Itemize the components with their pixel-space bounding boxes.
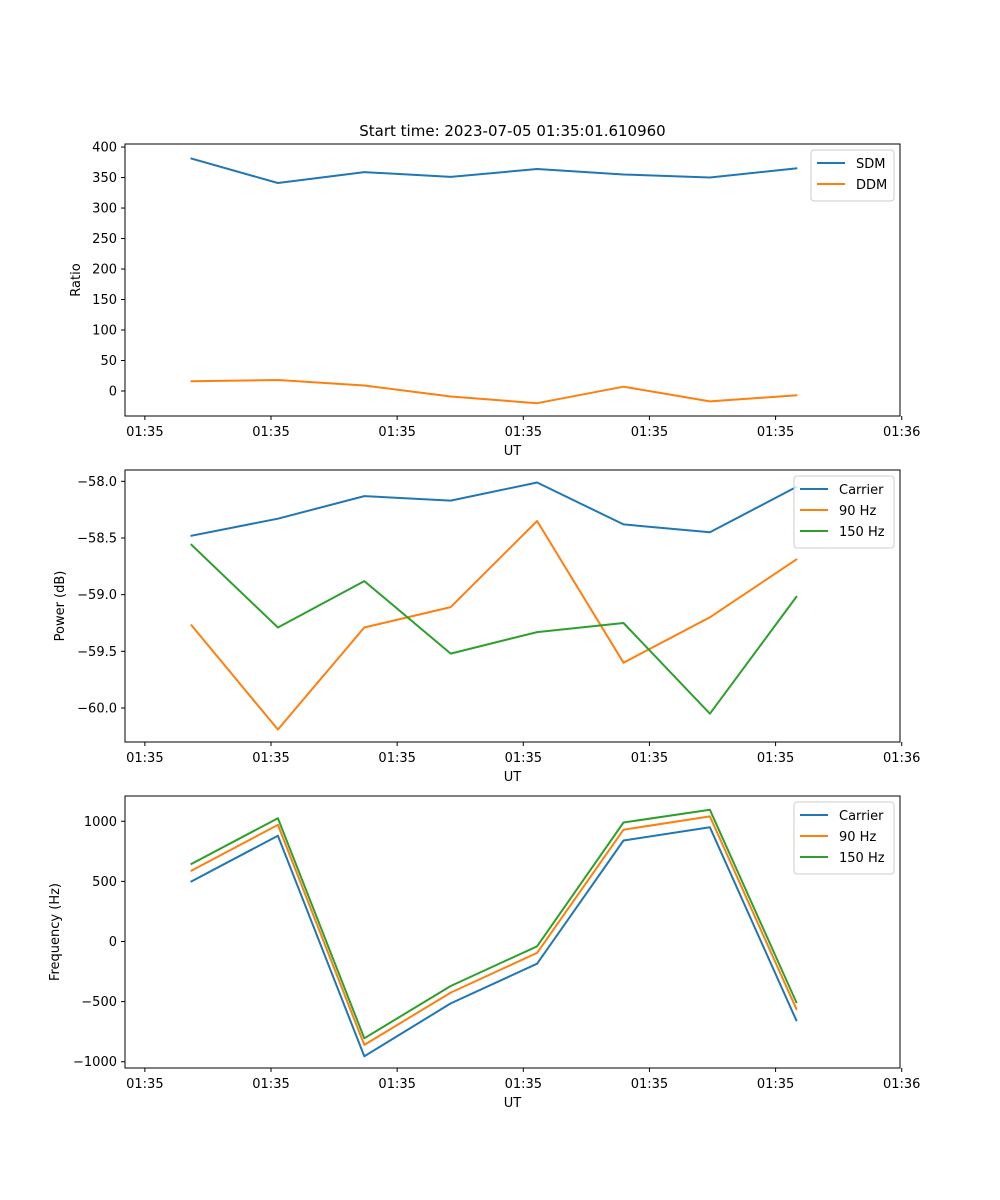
legend-label: 90 Hz [839, 830, 876, 845]
legend-label: Carrier [839, 483, 884, 498]
legend-label: SDM [856, 157, 885, 172]
chart-panel-2: 01:35 01:35 01:35 01:35 01:35 01:35 01:36 −60.0… [53, 469, 920, 785]
legend: Carrier 90 Hz 150 Hz [793, 801, 895, 875]
x-tick-label: 01:35 [757, 1077, 794, 1092]
series-line-90-hz [190, 520, 798, 731]
y-tick-label: 1000 [84, 815, 117, 830]
x-axis-label: UT [504, 1096, 522, 1111]
x-tick-label: 01:35 [505, 425, 542, 440]
x-tick-label: 01:36 [883, 425, 920, 440]
x-tick-label: 01:35 [757, 425, 794, 440]
y-tick-label: 150 [92, 293, 117, 308]
series-line-carrier [190, 481, 798, 537]
x-axis-label: UT [504, 444, 522, 459]
axes-frame [124, 143, 901, 417]
legend-label: 150 Hz [839, 851, 885, 866]
y-tick-label: 500 [92, 875, 117, 890]
y-tick-label: 100 [92, 324, 117, 339]
y-tick-label: 350 [92, 171, 117, 186]
series-line-90-hz [190, 815, 798, 1046]
legend-label: 90 Hz [839, 504, 876, 519]
legend-label: Carrier [839, 809, 884, 824]
chart-panel-1: 01:35 01:35 01:35 01:35 01:35 01:35 01:36 0 50 10… [69, 141, 920, 459]
y-tick-label: −59.0 [77, 588, 117, 603]
axes-frame [124, 795, 901, 1069]
y-tick-label: 200 [92, 263, 117, 278]
x-tick-label: 01:35 [252, 751, 289, 766]
y-tick-label: −59.5 [77, 645, 117, 660]
x-tick-label: 01:35 [126, 425, 163, 440]
y-tick-label: 0 [109, 384, 117, 399]
y-tick-label: 250 [92, 232, 117, 247]
series-line-ddm [190, 379, 798, 405]
y-tick-label: −58.0 [77, 475, 117, 490]
x-tick-label: 01:35 [126, 751, 163, 766]
x-tick-label: 01:35 [378, 751, 415, 766]
legend-label: DDM [856, 178, 887, 193]
figure-title: Start time: 2023-07-05 01:35:01.610960 [359, 122, 665, 140]
x-tick-label: 01:36 [883, 751, 920, 766]
series-line-carrier [190, 826, 798, 1058]
legend-label: 150 Hz [839, 525, 885, 540]
y-axis-label: Ratio [69, 263, 84, 296]
x-tick-label: 01:35 [505, 1077, 542, 1092]
y-tick-label: −60.0 [77, 702, 117, 717]
axes-frame [124, 469, 901, 743]
x-tick-label: 01:35 [757, 751, 794, 766]
series-line-150-hz [190, 543, 798, 715]
x-tick-label: 01:35 [252, 425, 289, 440]
x-tick-label: 01:35 [126, 1077, 163, 1092]
y-tick-label: 400 [92, 141, 117, 156]
y-tick-label: 0 [109, 935, 117, 950]
series-line-150-hz [190, 808, 798, 1040]
x-tick-label: 01:35 [631, 1077, 668, 1092]
x-tick-label: 01:35 [631, 751, 668, 766]
y-axis-label: Power (dB) [53, 571, 68, 642]
y-tick-label: −500 [81, 995, 117, 1010]
y-tick-label: −58.5 [77, 532, 117, 547]
legend: Carrier 90 Hz 150 Hz [793, 475, 895, 549]
y-tick-label: −1000 [73, 1055, 117, 1070]
x-axis-label: UT [504, 770, 522, 785]
y-tick-label: 50 [100, 354, 117, 369]
x-tick-label: 01:35 [378, 1077, 415, 1092]
x-tick-label: 01:35 [252, 1077, 289, 1092]
x-tick-label: 01:35 [505, 751, 542, 766]
x-tick-label: 01:36 [883, 1077, 920, 1092]
series-line-sdm [190, 157, 798, 184]
x-tick-label: 01:35 [378, 425, 415, 440]
y-tick-label: 300 [92, 202, 117, 217]
y-axis-label: Frequency (Hz) [48, 883, 63, 981]
chart-panel-3: 01:35 01:35 01:35 01:35 01:35 01:35 01:36 −1000… [48, 795, 920, 1111]
x-tick-label: 01:35 [631, 425, 668, 440]
legend: SDM DDM [810, 149, 895, 202]
